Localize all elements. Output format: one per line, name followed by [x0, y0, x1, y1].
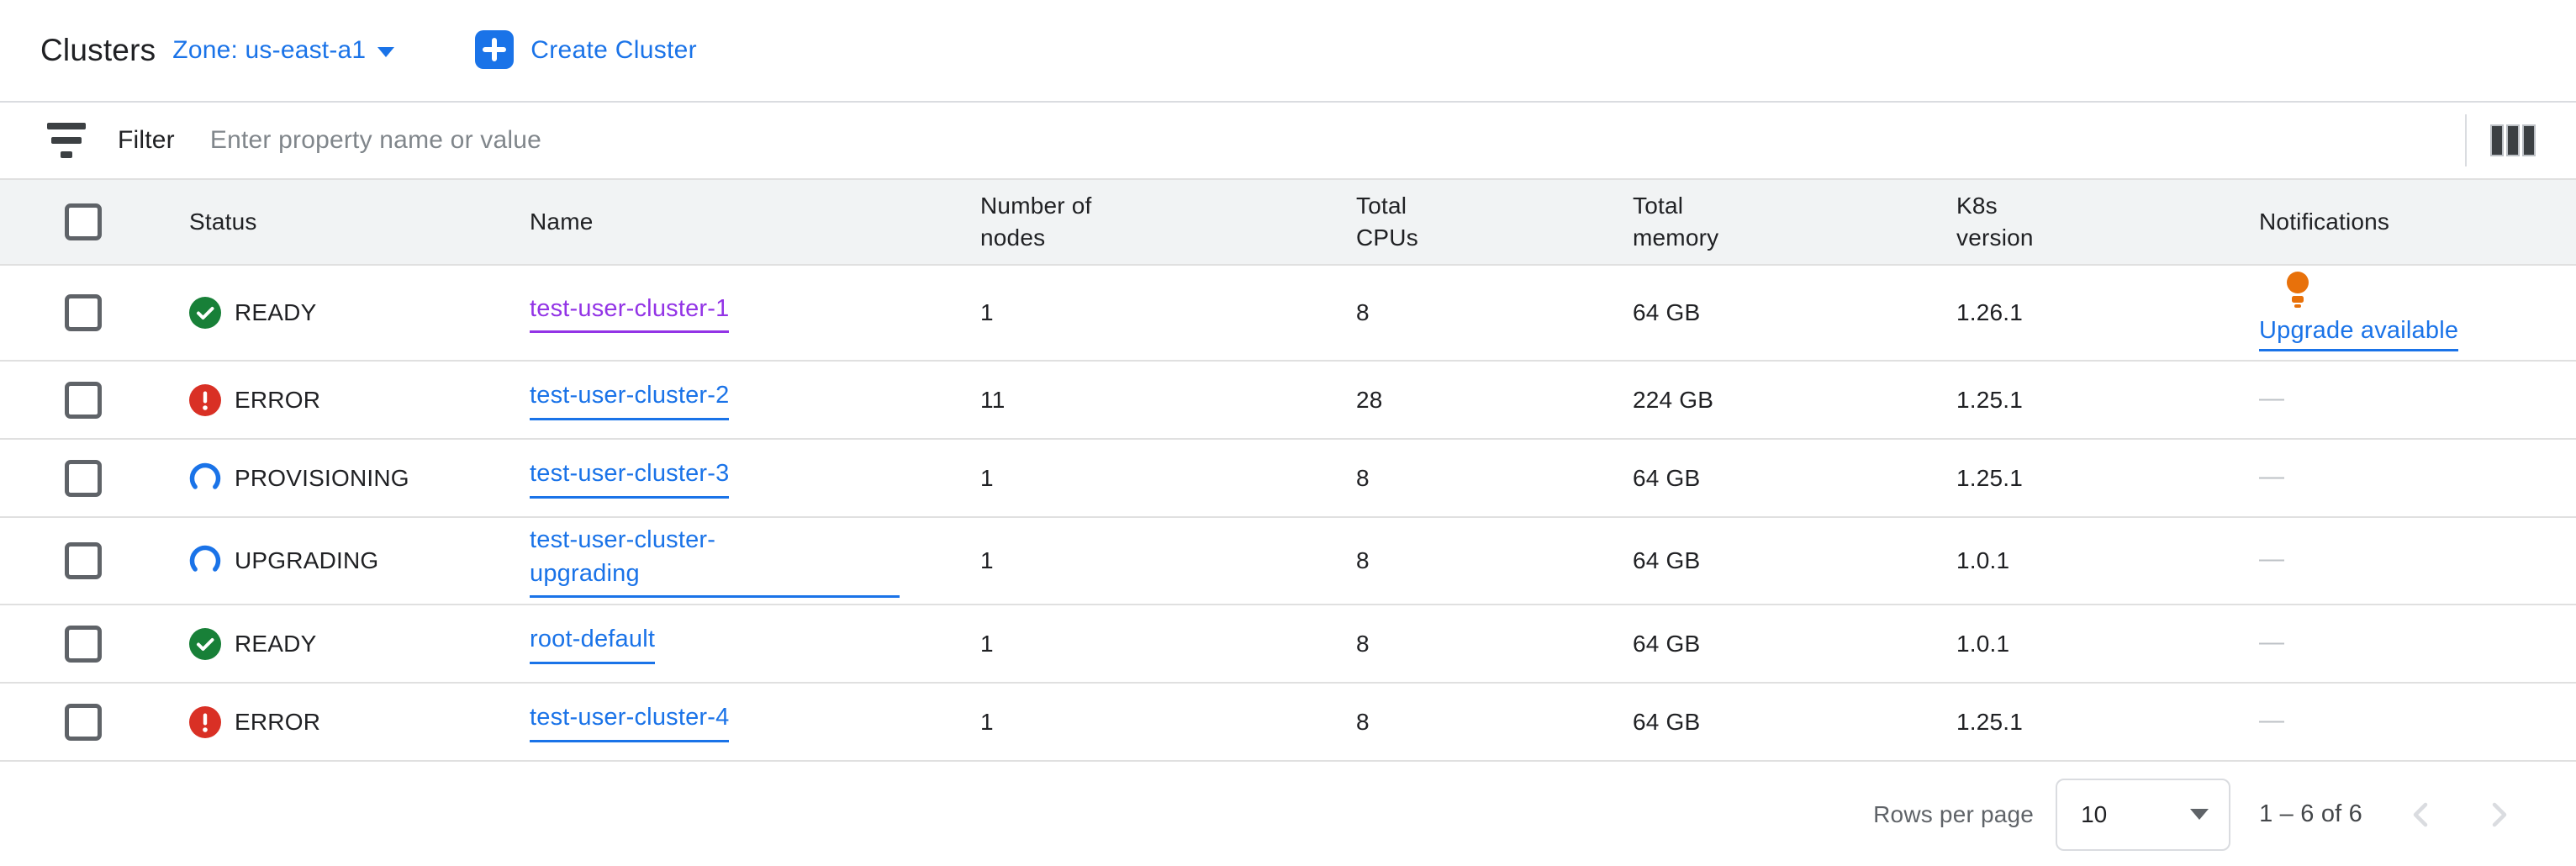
column-display-options-button[interactable]	[2490, 124, 2536, 156]
zone-label: Zone: us-east-a1	[172, 36, 367, 64]
row-checkbox[interactable]	[65, 542, 102, 579]
page-header: Clusters Zone: us-east-a1 Create Cluster	[0, 0, 2576, 101]
upgrade-available-link[interactable]: Upgrade available	[2259, 317, 2459, 351]
page-title: Clusters	[40, 33, 156, 67]
memory-value: 64 GB	[1633, 299, 1701, 325]
memory-value: 224 GB	[1633, 386, 1714, 413]
column-header-nodes: Number of nodes	[980, 193, 1092, 251]
table-row: ERROR test-user-cluster-2 11 28 224 GB 1…	[0, 362, 2576, 440]
cluster-name-link[interactable]: test-user-cluster-3	[530, 457, 730, 499]
cluster-name-link[interactable]: test-user-cluster-1	[530, 293, 730, 334]
status-label: ERROR	[235, 708, 321, 735]
nodes-value: 1	[980, 547, 994, 573]
lightbulb-icon	[2284, 271, 2311, 315]
filter-input[interactable]	[209, 126, 2465, 155]
status-label: READY	[235, 630, 317, 657]
cpus-value: 8	[1356, 464, 1370, 491]
row-checkbox[interactable]	[65, 703, 102, 741]
filter-bar-divider	[2465, 114, 2467, 166]
nodes-value: 1	[980, 708, 994, 735]
table-row: ERROR test-user-cluster-4 1 8 64 GB 1.25…	[0, 684, 2576, 762]
filter-label: Filter	[118, 126, 175, 154]
spinner-icon	[189, 462, 221, 494]
empty-notification: —	[2259, 462, 2285, 490]
column-header-k8s-version: K8s version	[1956, 193, 2034, 251]
status-label: UPGRADING	[235, 547, 379, 573]
header-divider	[0, 101, 2576, 103]
empty-notification: —	[2259, 627, 2285, 656]
column-header-cpus: Total CPUs	[1356, 193, 1418, 251]
error-icon	[189, 705, 221, 738]
page-range-label: 1 – 6 of 6	[2259, 800, 2362, 827]
column-header-memory: Total memory	[1633, 193, 1719, 251]
k8s-version-value: 1.0.1	[1956, 630, 2010, 657]
ready-icon	[189, 627, 221, 660]
nodes-value: 11	[980, 386, 1006, 413]
empty-notification: —	[2259, 545, 2285, 573]
nodes-value: 1	[980, 299, 994, 325]
memory-value: 64 GB	[1633, 708, 1701, 735]
select-dropdown-icon	[2190, 809, 2209, 820]
memory-value: 64 GB	[1633, 547, 1701, 573]
empty-notification: —	[2259, 705, 2285, 734]
cluster-name-link[interactable]: test-user-cluster- upgrading	[530, 524, 900, 598]
cluster-name-link[interactable]: test-user-cluster-2	[530, 379, 730, 420]
status-label: ERROR	[235, 386, 321, 413]
add-icon	[475, 29, 515, 71]
row-checkbox[interactable]	[65, 381, 102, 419]
memory-value: 64 GB	[1633, 464, 1701, 491]
table-row: UPGRADING test-user-cluster- upgrading 1…	[0, 518, 2576, 605]
k8s-version-value: 1.0.1	[1956, 547, 2010, 573]
rows-per-page-label: Rows per page	[1873, 800, 2035, 827]
k8s-version-value: 1.25.1	[1956, 708, 2024, 735]
cpus-value: 8	[1356, 630, 1370, 657]
chevron-left-icon	[2413, 802, 2428, 826]
table-row: PROVISIONING test-user-cluster-3 1 8 64 …	[0, 440, 2576, 518]
create-cluster-label: Create Cluster	[531, 36, 697, 64]
k8s-version-value: 1.25.1	[1956, 386, 2024, 413]
cluster-name-link[interactable]: test-user-cluster-4	[530, 701, 730, 742]
cluster-name-link[interactable]: root-default	[530, 623, 656, 664]
pagination-bar: Rows per page 10 1 – 6 of 6	[0, 762, 2576, 866]
status-label: PROVISIONING	[235, 464, 409, 491]
next-page-button[interactable]	[2480, 796, 2517, 833]
cpus-value: 8	[1356, 299, 1370, 325]
column-header-notifications: Notifications	[2259, 209, 2390, 235]
memory-value: 64 GB	[1633, 630, 1701, 657]
rows-per-page-select[interactable]: 10	[2056, 778, 2231, 851]
create-cluster-button[interactable]: Create Cluster	[475, 29, 697, 71]
spinner-icon	[189, 545, 221, 577]
table-header-row: Status Name Number of nodes Total CPUs T…	[0, 180, 2576, 266]
ready-icon	[189, 297, 221, 329]
column-header-status: Status	[189, 209, 257, 235]
cpus-value: 8	[1356, 547, 1370, 573]
select-all-checkbox[interactable]	[65, 203, 102, 240]
table-body: READY test-user-cluster-1 1 8 64 GB 1.26…	[0, 266, 2576, 762]
row-checkbox[interactable]	[65, 294, 102, 331]
k8s-version-value: 1.25.1	[1956, 464, 2024, 491]
chevron-down-icon	[377, 47, 395, 57]
row-checkbox[interactable]	[65, 625, 102, 663]
table-row: READY root-default 1 8 64 GB 1.0.1 —	[0, 605, 2576, 684]
previous-page-button[interactable]	[2403, 796, 2440, 833]
nodes-value: 1	[980, 630, 994, 657]
zone-selector[interactable]: Zone: us-east-a1	[172, 36, 395, 65]
row-checkbox[interactable]	[65, 459, 102, 497]
rows-per-page-value: 10	[2081, 800, 2108, 827]
filter-bar: Filter	[0, 103, 2576, 180]
table-row: READY test-user-cluster-1 1 8 64 GB 1.26…	[0, 266, 2576, 362]
error-icon	[189, 383, 221, 416]
empty-notification: —	[2259, 383, 2285, 412]
filter-icon[interactable]	[47, 123, 86, 158]
k8s-version-value: 1.26.1	[1956, 299, 2024, 325]
cpus-value: 8	[1356, 708, 1370, 735]
nodes-value: 1	[980, 464, 994, 491]
chevron-right-icon	[2492, 802, 2507, 826]
column-header-name: Name	[530, 209, 594, 235]
status-label: READY	[235, 299, 317, 325]
cpus-value: 28	[1356, 386, 1383, 413]
